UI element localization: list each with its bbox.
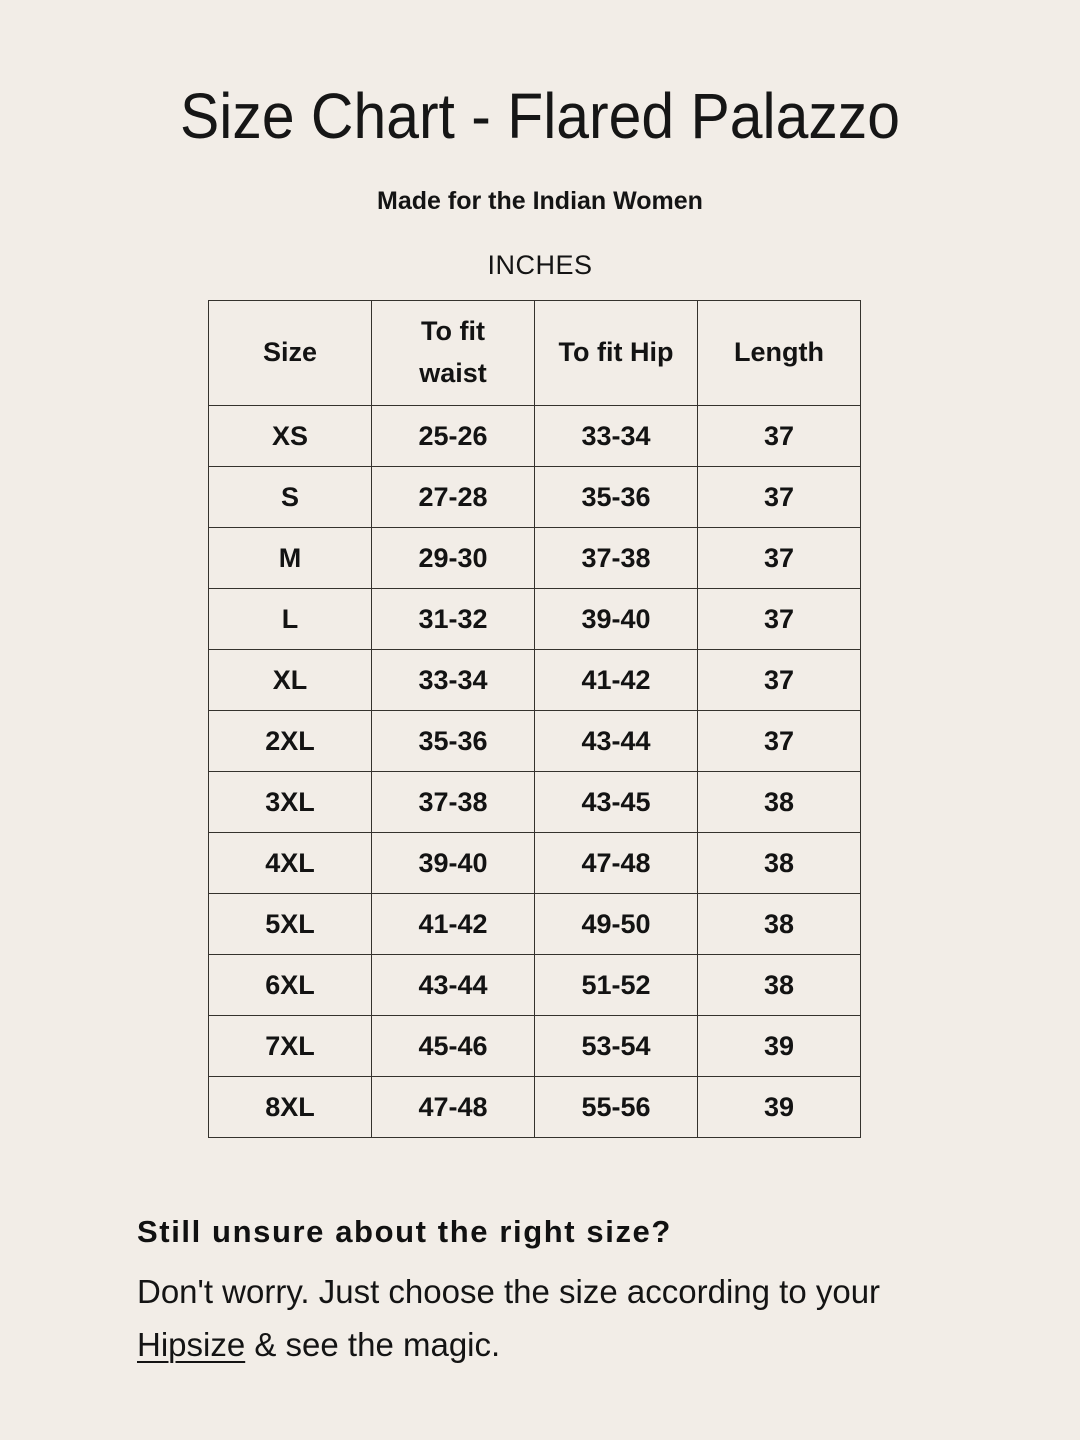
table-row-3xl: 3XL 37-38 43-45 38 [208, 771, 861, 833]
length-cell: 38 [697, 771, 861, 833]
column-header-to-fit-hip: To fit Hip [534, 300, 698, 406]
waist-cell: 37-38 [371, 771, 535, 833]
hip-cell: 33-34 [534, 405, 698, 467]
length-cell: 38 [697, 832, 861, 894]
waist-cell: 29-30 [371, 527, 535, 589]
table-row-l: L 31-32 39-40 37 [208, 588, 861, 650]
hip-cell: 51-52 [534, 954, 698, 1016]
waist-cell: 43-44 [371, 954, 535, 1016]
page-title: Size Chart - Flared Palazzo [180, 80, 900, 152]
hip-cell: 41-42 [534, 649, 698, 711]
waist-cell: 25-26 [371, 405, 535, 467]
column-header-size: Size [208, 300, 372, 406]
size-cell: 3XL [208, 771, 372, 833]
hip-cell: 49-50 [534, 893, 698, 955]
waist-cell: 31-32 [371, 588, 535, 650]
waist-cell: 47-48 [371, 1076, 535, 1138]
column-header-to-fit-waist: To fit waist [371, 300, 535, 406]
waist-cell: 35-36 [371, 710, 535, 772]
length-cell: 38 [697, 954, 861, 1016]
waist-cell: 27-28 [371, 466, 535, 528]
table-row-6xl: 6XL 43-44 51-52 38 [208, 954, 861, 1016]
table-row-s: S 27-28 35-36 37 [208, 466, 861, 528]
size-cell: 2XL [208, 710, 372, 772]
length-cell: 37 [697, 405, 861, 467]
footer-line2-rest: & see the magic. [254, 1326, 501, 1364]
length-cell: 37 [697, 649, 861, 711]
footer-line1: Don't worry. Just choose the size accord… [137, 1273, 881, 1310]
length-cell: 37 [697, 710, 861, 772]
table-row-m: M 29-30 37-38 37 [208, 527, 861, 589]
size-cell: 5XL [208, 893, 372, 955]
size-cell: XL [208, 649, 372, 711]
hip-cell: 39-40 [534, 588, 698, 650]
length-cell: 37 [697, 527, 861, 589]
footer-note: Still unsure about the right size? Don't… [137, 1216, 997, 1372]
table-row-xl: XL 33-34 41-42 37 [208, 649, 861, 711]
footer-heading: Still unsure about the right size? [137, 1214, 672, 1249]
table-header-row: Size To fit waist To fit Hip Length [208, 300, 861, 406]
size-cell: 8XL [208, 1076, 372, 1138]
waist-cell: 45-46 [371, 1015, 535, 1077]
size-cell: 4XL [208, 832, 372, 894]
footer-text: Don't worry. Just choose the size accord… [137, 1265, 997, 1372]
hip-cell: 35-36 [534, 466, 698, 528]
table-row-7xl: 7XL 45-46 53-54 39 [208, 1015, 861, 1077]
length-cell: 38 [697, 893, 861, 955]
length-cell: 39 [697, 1076, 861, 1138]
table-row-4xl: 4XL 39-40 47-48 38 [208, 832, 861, 894]
hip-cell: 53-54 [534, 1015, 698, 1077]
size-cell: S [208, 466, 372, 528]
waist-cell: 41-42 [371, 893, 535, 955]
page-subtitle: Made for the Indian Women [377, 187, 703, 215]
length-cell: 39 [697, 1015, 861, 1077]
size-cell: L [208, 588, 372, 650]
table-row-5xl: 5XL 41-42 49-50 38 [208, 893, 861, 955]
unit-label: INCHES [487, 250, 593, 280]
hip-cell: 43-44 [534, 710, 698, 772]
hip-cell: 47-48 [534, 832, 698, 894]
length-cell: 37 [697, 588, 861, 650]
size-chart-table: Size To fit waist To fit Hip Length XS 25-26… [208, 300, 861, 1138]
size-cell: 7XL [208, 1015, 372, 1077]
waist-cell: 39-40 [371, 832, 535, 894]
hip-cell: 55-56 [534, 1076, 698, 1138]
table-row-2xl: 2XL 35-36 43-44 37 [208, 710, 861, 772]
length-cell: 37 [697, 466, 861, 528]
table-row-8xl: 8XL 47-48 55-56 39 [208, 1076, 861, 1138]
hipsize-link-text: Hipsize [137, 1326, 246, 1364]
table-row-xs: XS 25-26 33-34 37 [208, 405, 861, 467]
waist-cell: 33-34 [371, 649, 535, 711]
size-cell: XS [208, 405, 372, 467]
size-cell: M [208, 527, 372, 589]
column-header-length: Length [697, 300, 861, 406]
size-cell: 6XL [208, 954, 372, 1016]
hip-cell: 37-38 [534, 527, 698, 589]
hip-cell: 43-45 [534, 771, 698, 833]
